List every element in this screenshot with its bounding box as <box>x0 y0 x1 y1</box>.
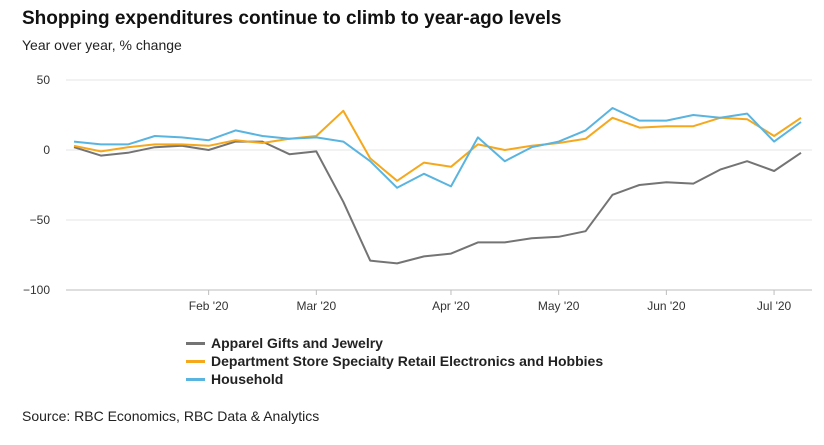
y-tick-label: −100 <box>23 283 50 297</box>
legend: Apparel Gifts and Jewelry Department Sto… <box>186 334 603 388</box>
x-tick-label: May '20 <box>538 299 580 313</box>
x-tick-label: Jul '20 <box>757 299 792 313</box>
legend-label-apparel: Apparel Gifts and Jewelry <box>211 335 383 351</box>
source-note: Source: RBC Economics, RBC Data & Analyt… <box>22 408 320 424</box>
x-tick-label: Mar '20 <box>297 299 337 313</box>
x-tick-label: Apr '20 <box>432 299 470 313</box>
legend-swatch-department-store <box>186 359 205 363</box>
series-line-household[interactable] <box>73 107 802 189</box>
legend-swatch-apparel <box>186 341 205 345</box>
series-line-department-store[interactable] <box>73 109 802 182</box>
x-axis-ticks: Feb '20 Mar '20 Apr '20 May '20 Jun '20 Jul '… <box>189 290 792 313</box>
legend-swatch-household <box>186 377 205 381</box>
legend-label-household: Household <box>211 371 284 387</box>
series-line-apparel[interactable] <box>73 140 802 265</box>
y-tick-label: 0 <box>43 143 50 157</box>
legend-item-household[interactable]: Household <box>186 370 603 388</box>
y-tick-label: 50 <box>37 73 51 87</box>
legend-item-department-store[interactable]: Department Store Specialty Retail Electr… <box>186 352 603 370</box>
legend-label-department-store: Department Store Specialty Retail Electr… <box>211 353 604 369</box>
y-axis-ticks: 50 0 −50 −100 <box>23 73 50 297</box>
chart-title: Shopping expenditures continue to climb … <box>22 8 562 29</box>
y-tick-label: −50 <box>30 213 51 227</box>
x-tick-label: Jun '20 <box>647 299 686 313</box>
x-tick-label: Feb '20 <box>189 299 229 313</box>
legend-item-apparel[interactable]: Apparel Gifts and Jewelry <box>186 334 603 352</box>
chart-subtitle: Year over year, % change <box>22 37 182 53</box>
gridlines <box>66 79 812 291</box>
series-lines <box>73 107 802 265</box>
line-chart: 50 0 −50 −100 Feb '20 Mar '20 Apr '20 May '20 J… <box>23 73 812 313</box>
